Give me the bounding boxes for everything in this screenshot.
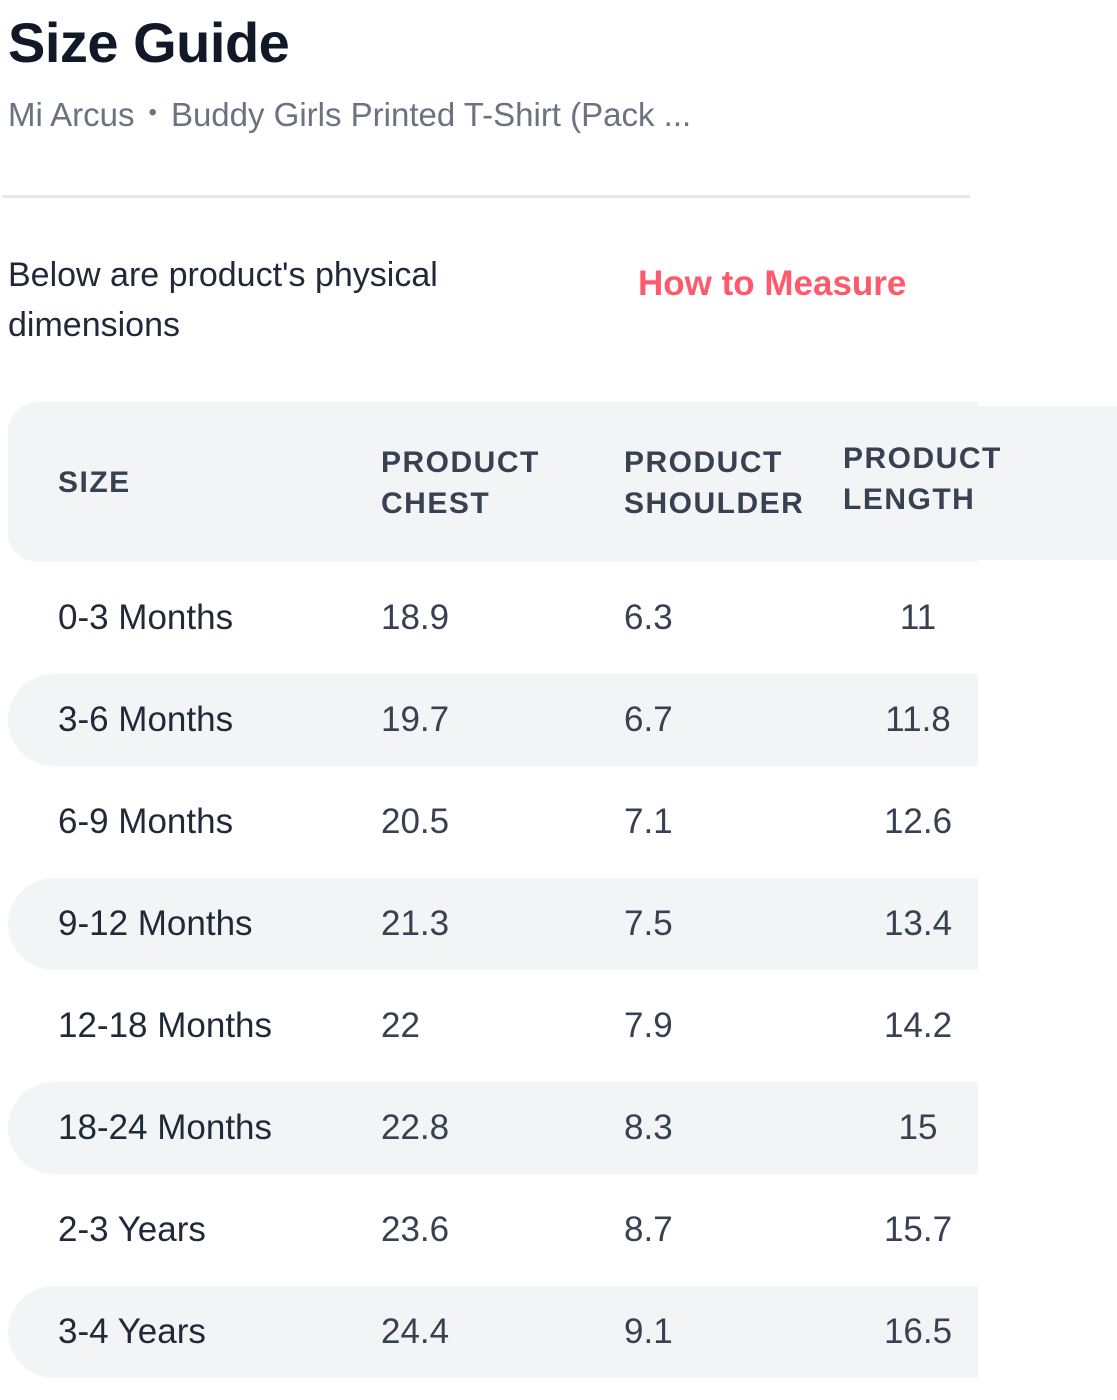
cell-size: 3-4 Years [58, 1312, 206, 1351]
cell-chest: 22.8 [381, 1108, 450, 1147]
cell-size: 12-18 Months [58, 1006, 273, 1045]
cell-chest: 21.3 [381, 904, 450, 943]
size-table: SIZE PRODUCT CHEST PRODUCT SHOULDER PROD… [8, 402, 1117, 1378]
table-body: 0-3 Months 18.9 6.3 11 3-6 Months 19.7 6… [8, 572, 978, 1378]
cell-size: 6-9 Months [58, 802, 234, 841]
cell-length: 15.7 [883, 1210, 953, 1249]
cell-shoulder: 8.3 [624, 1108, 673, 1147]
header-divider [2, 195, 970, 198]
cell-chest: 23.6 [381, 1210, 450, 1249]
cell-chest: 18.9 [381, 598, 450, 637]
table-row: 18-24 Months 22.8 8.3 15 [8, 1082, 978, 1174]
cell-length: 11.8 [885, 700, 951, 739]
cell-length: 14.2 [883, 1006, 953, 1045]
cell-shoulder: 9.1 [624, 1312, 673, 1351]
header-product-chest: PRODUCT CHEST [381, 446, 540, 520]
cell-length: 12.6 [883, 802, 953, 841]
table-row: 3-6 Months 19.7 6.7 11.8 [8, 674, 978, 766]
cell-length: 13.4 [883, 904, 953, 943]
cell-size: 2-3 Years [58, 1210, 206, 1249]
cell-shoulder: 7.9 [624, 1006, 673, 1045]
cell-shoulder: 7.1 [624, 802, 673, 841]
cell-length: 11 [899, 598, 937, 637]
header-size: SIZE [58, 466, 131, 499]
table-header-extension [978, 406, 1117, 560]
cell-chest: 20.5 [381, 802, 450, 841]
header-product-length: PRODUCT LENGTH [843, 442, 1002, 516]
intro-text: Below are product's physical dimensions [8, 256, 438, 344]
table-row: 2-3 Years 23.6 8.7 15.7 [8, 1184, 978, 1276]
page-title: Size Guide [8, 11, 290, 74]
brand-name: Mi Arcus [8, 96, 135, 133]
table-row: 6-9 Months 20.5 7.1 12.6 [8, 776, 978, 868]
how-to-measure-link[interactable]: How to Measure [638, 264, 907, 303]
table-row: 3-4 Years 24.4 9.1 16.5 [8, 1286, 978, 1378]
cell-length: 15 [898, 1108, 938, 1147]
cell-shoulder: 6.7 [624, 700, 673, 739]
product-subtitle: Mi Arcus • Buddy Girls Printed T-Shirt (Pa… [8, 94, 691, 138]
table-header: SIZE PRODUCT CHEST PRODUCT SHOULDER PROD… [8, 402, 1117, 562]
table-row: 12-18 Months 22 7.9 14.2 [8, 980, 978, 1072]
cell-chest: 19.7 [381, 700, 450, 739]
cell-shoulder: 7.5 [624, 904, 673, 943]
table-row: 0-3 Months 18.9 6.3 11 [8, 572, 978, 664]
cell-shoulder: 8.7 [624, 1210, 673, 1249]
cell-shoulder: 6.3 [624, 598, 673, 637]
cell-size: 18-24 Months [58, 1108, 273, 1147]
cell-chest: 22 [381, 1006, 420, 1045]
header-product-shoulder: PRODUCT SHOULDER [624, 446, 805, 520]
cell-length: 16.5 [883, 1312, 953, 1351]
cell-size: 9-12 Months [58, 904, 253, 943]
product-name: Buddy Girls Printed T-Shirt (Pack ... [170, 96, 692, 133]
separator-dot: • [148, 99, 157, 127]
table-row: 9-12 Months 21.3 7.5 13.4 [8, 878, 978, 970]
cell-size: 3-6 Months [58, 700, 234, 739]
cell-size: 0-3 Months [58, 598, 234, 637]
cell-chest: 24.4 [381, 1312, 450, 1351]
